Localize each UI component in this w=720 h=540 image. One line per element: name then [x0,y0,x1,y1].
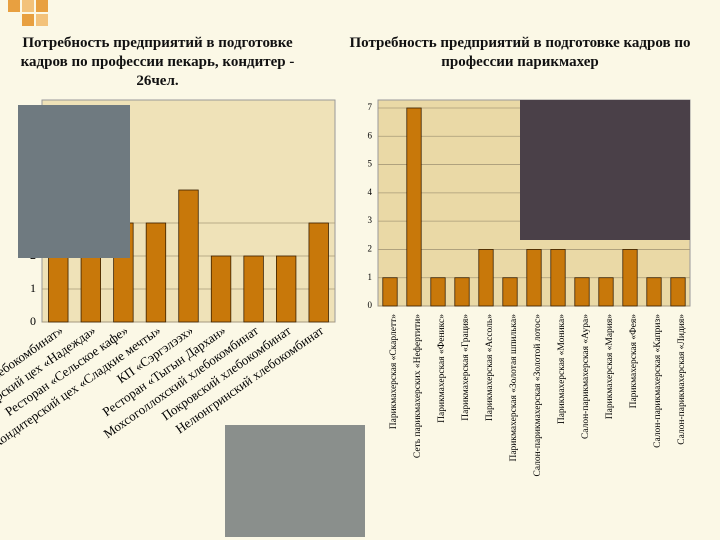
decor [36,14,48,26]
photo [225,425,365,537]
y-tick-label: 0 [30,314,36,328]
decor [22,14,34,26]
bar [406,107,422,307]
bar [243,255,264,323]
chart-title: Потребность предприятий в подготовке кад… [20,35,295,89]
photo [18,105,130,258]
bar [308,222,329,323]
bar [430,277,446,307]
bar [454,277,470,307]
bar [275,255,297,323]
y-tick-label: 3 [368,215,373,225]
x-tick-label: Парикмахерская «Мария» [605,314,615,419]
y-tick-label: 0 [368,300,373,310]
bar [382,277,398,307]
decor [36,0,48,12]
photo [520,100,690,240]
bar [550,249,566,307]
x-tick-label: Парикмахерская «Феникс» [437,314,447,423]
y-tick-label: 4 [368,187,373,197]
x-tick-label: Салон-парикмахерская «Золотой лотос» [532,314,543,477]
y-tick-label: 6 [368,130,373,140]
bar [178,189,199,323]
x-tick-label: Салон-парикмахерская «Аура» [581,314,591,439]
bar [145,222,167,323]
bar [574,277,590,307]
x-tick-label: Парикмахерская «Ассоль» [485,314,495,421]
bar [526,249,542,307]
x-tick-label: Парикмахерская «Золотая шпилька» [509,314,519,462]
y-tick-label: 2 [368,243,373,253]
chart-title: Потребность предприятий в подготовке кад… [349,35,691,70]
x-tick-label: Парикмахерская «Скарлетт» [389,314,399,429]
bar [622,249,638,307]
y-tick-label: 1 [30,281,36,295]
x-tick-label: Парикмахерская «Фея» [629,314,639,409]
x-tick-label: Салон-парикмахерская «Каприз» [653,314,663,448]
y-tick-label: 5 [368,159,373,169]
bar [502,277,518,307]
y-tick-label: 1 [368,272,373,282]
bar [670,277,686,307]
x-tick-label: Сеть парикмахерских «Нефертити» [412,314,423,458]
bar [598,277,614,307]
decor [8,0,20,12]
x-tick-label: Парикмахерская «Моника» [557,314,567,424]
decor [22,0,34,12]
bar [210,255,232,323]
x-tick-label: Салон-парикмахерская «Лидия» [677,314,687,445]
x-tick-label: Парикмахерская «Грация» [461,314,471,421]
y-tick-label: 7 [368,102,373,112]
bar [646,277,662,307]
bar [478,249,494,307]
